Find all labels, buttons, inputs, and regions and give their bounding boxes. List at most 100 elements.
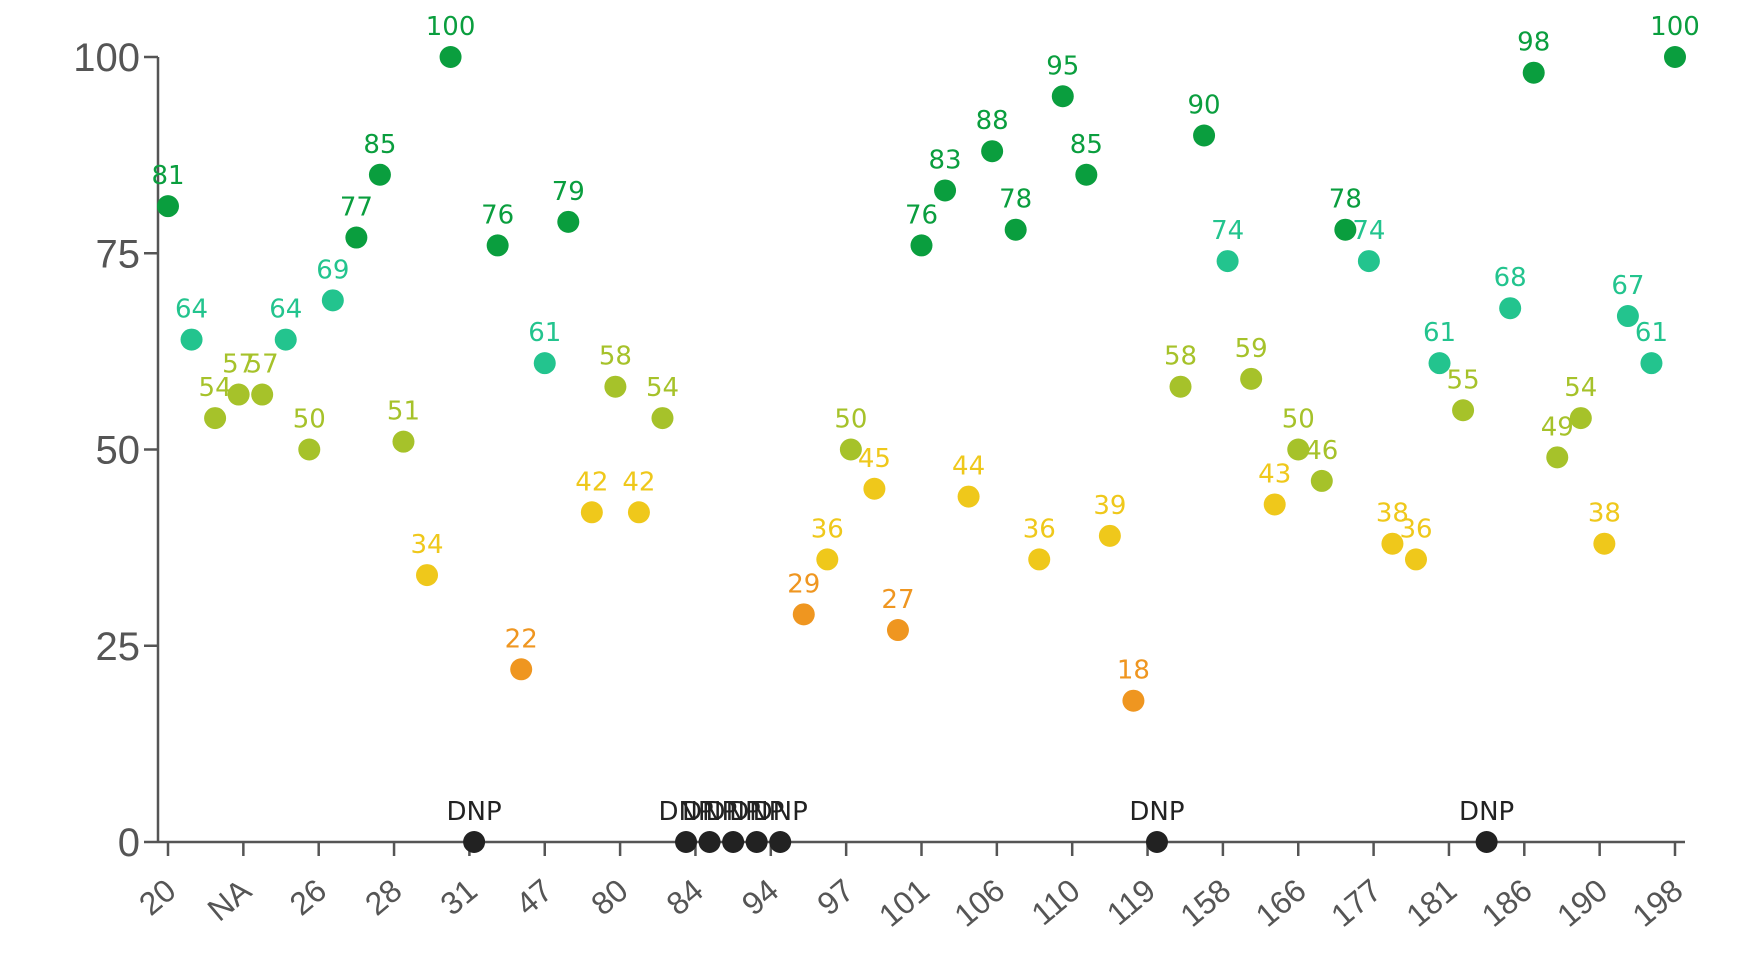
data-point-group: 50 xyxy=(293,405,326,461)
data-label: 88 xyxy=(976,106,1009,136)
data-label: DNP xyxy=(753,797,808,827)
data-label: 50 xyxy=(293,405,326,435)
y-tick-label: 25 xyxy=(96,625,141,669)
data-label: DNP xyxy=(658,797,713,827)
data-point xyxy=(439,46,462,68)
data-label: 49 xyxy=(1541,412,1574,442)
data-label: DNP xyxy=(1129,797,1184,827)
data-point-group: 39 xyxy=(1093,491,1126,547)
data-point xyxy=(1287,438,1310,461)
x-tick-label: 119 xyxy=(1100,872,1162,932)
data-point xyxy=(1028,548,1051,571)
data-point-group: 57 xyxy=(222,350,255,406)
data-point xyxy=(1475,831,1498,853)
data-point-group: 81 xyxy=(151,161,185,218)
data-label: 27 xyxy=(881,585,914,615)
data-point xyxy=(1169,375,1192,398)
x-tick-label: 84 xyxy=(660,872,710,922)
data-label: 61 xyxy=(1423,318,1456,348)
data-point-group: DNP xyxy=(447,797,502,853)
data-point-group: 67 xyxy=(1611,271,1644,328)
data-label: 61 xyxy=(1635,318,1668,348)
data-point-group: 100 xyxy=(1650,12,1700,68)
data-point xyxy=(557,210,580,233)
data-label: 85 xyxy=(363,130,396,160)
data-point-group: 34 xyxy=(410,530,444,587)
data-point xyxy=(604,375,627,398)
data-point-group: 36 xyxy=(1023,514,1056,571)
data-point-group: 58 xyxy=(599,342,632,398)
data-point-group: 68 xyxy=(1494,263,1527,320)
data-point-group: 57 xyxy=(246,350,279,406)
data-point xyxy=(368,163,391,186)
data-label: 42 xyxy=(575,467,608,497)
data-point xyxy=(722,831,745,853)
y-axis-ticks: 0 25 50 75 100 xyxy=(73,36,158,865)
data-point xyxy=(298,438,321,461)
data-point xyxy=(769,831,792,853)
data-point-group: DNP xyxy=(1129,797,1185,853)
x-tick-label: 47 xyxy=(509,872,559,922)
data-point xyxy=(651,407,674,430)
data-point xyxy=(1051,85,1074,108)
data-point-group: 42 xyxy=(575,467,608,524)
x-tick-label: 97 xyxy=(810,872,860,922)
data-point xyxy=(698,831,721,853)
data-label: 64 xyxy=(175,295,208,325)
data-label: 90 xyxy=(1188,91,1221,121)
data-point xyxy=(486,234,509,257)
data-point xyxy=(1499,297,1522,320)
x-tick-label: 26 xyxy=(283,872,333,922)
data-point-group: 78 xyxy=(999,185,1032,241)
data-point-group: 46 xyxy=(1305,436,1338,492)
data-point-group: 64 xyxy=(175,295,208,351)
x-tick-label: NA xyxy=(201,871,259,928)
data-point-group: 18 xyxy=(1117,656,1150,712)
data-label: 67 xyxy=(1611,271,1644,301)
data-point xyxy=(627,501,650,524)
data-point xyxy=(227,383,250,406)
data-point-group: 77 xyxy=(340,193,373,249)
data-point-group: 54 xyxy=(646,373,679,430)
data-point xyxy=(1334,218,1357,241)
data-label: 29 xyxy=(787,569,820,599)
data-label: 95 xyxy=(1046,51,1079,81)
data-point xyxy=(510,658,533,681)
data-point xyxy=(1546,446,1569,469)
data-point xyxy=(1004,218,1027,241)
data-label: 42 xyxy=(622,467,655,497)
data-point xyxy=(957,485,980,508)
data-point xyxy=(1240,367,1263,390)
data-label: 69 xyxy=(316,255,349,285)
data-point xyxy=(863,477,886,500)
data-label: 50 xyxy=(1282,405,1315,435)
data-point-group: 38 xyxy=(1588,499,1621,555)
data-label: 36 xyxy=(811,514,844,544)
data-label: 51 xyxy=(387,397,420,427)
data-point-group: 61 xyxy=(528,318,561,375)
data-label: DNP xyxy=(706,797,761,827)
data-point xyxy=(1357,250,1380,273)
data-point xyxy=(180,328,203,351)
data-point-group: 59 xyxy=(1235,334,1268,390)
data-point-group: DNP xyxy=(753,797,808,853)
data-label: 55 xyxy=(1447,365,1480,395)
data-point xyxy=(533,352,556,375)
data-label: 77 xyxy=(340,193,373,223)
data-point-group: 42 xyxy=(622,467,655,524)
data-label: 58 xyxy=(599,342,632,372)
data-point xyxy=(1569,407,1592,430)
data-label: 45 xyxy=(858,444,891,474)
data-label: 59 xyxy=(1235,334,1268,364)
y-tick-label: 0 xyxy=(118,821,140,865)
data-point xyxy=(1640,352,1663,375)
data-point-group: 98 xyxy=(1517,28,1550,84)
data-point xyxy=(157,195,179,218)
data-label: 34 xyxy=(410,530,443,560)
data-label: 54 xyxy=(199,373,232,403)
data-point-group: 38 xyxy=(1376,499,1409,555)
data-label: 57 xyxy=(222,350,255,380)
data-point xyxy=(1122,689,1145,712)
x-tick-label: 101 xyxy=(872,872,936,934)
